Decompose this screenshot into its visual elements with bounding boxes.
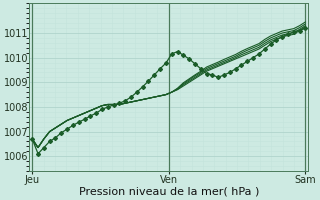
X-axis label: Pression niveau de la mer( hPa ): Pression niveau de la mer( hPa ) — [79, 187, 259, 197]
